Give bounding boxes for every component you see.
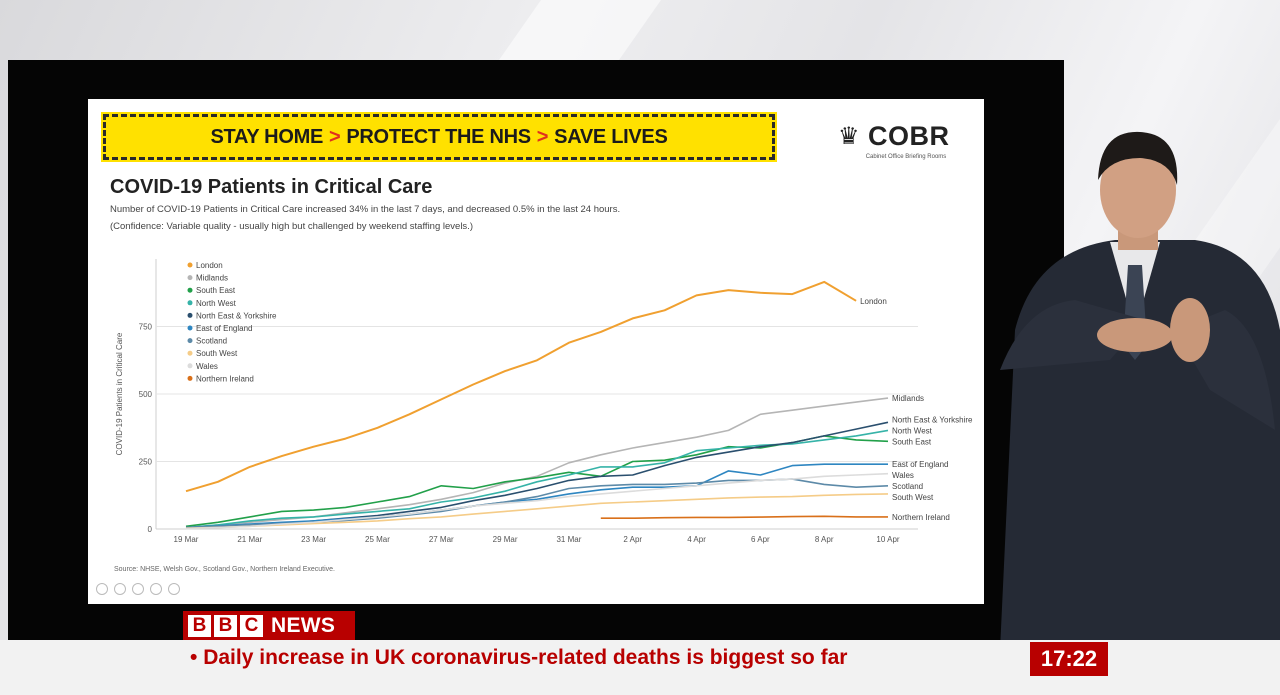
- legend-marker: [187, 287, 193, 293]
- y-tick-label: 0: [148, 525, 153, 534]
- legend-entry: South West: [196, 349, 238, 358]
- toolbar-icon[interactable]: [114, 583, 126, 595]
- legend-marker: [187, 300, 193, 306]
- legend-marker: [187, 375, 193, 381]
- legend-entry: East of England: [196, 324, 252, 333]
- x-tick-label: 21 Mar: [237, 535, 262, 544]
- royal-crest-icon: ♛: [838, 123, 860, 150]
- bbc-letter: B: [214, 615, 237, 637]
- series-end-label: Scotland: [892, 482, 923, 491]
- legend-entry: Midlands: [196, 274, 228, 283]
- x-tick-label: 6 Apr: [751, 535, 770, 544]
- chart-subtitle: Number of COVID-19 Patients in Critical …: [110, 204, 621, 215]
- series-end-label: East of England: [892, 460, 948, 469]
- bbc-letter: C: [240, 615, 263, 637]
- series-end-label: Wales: [892, 471, 914, 480]
- series-line-wales: [185, 472, 889, 530]
- x-tick-label: 4 Apr: [687, 535, 706, 544]
- legend-entry: Northern Ireland: [196, 374, 254, 383]
- chart-source: Source: NHSE, Welsh Gov., Scotland Gov.,…: [114, 566, 335, 573]
- banner-separator: >: [328, 125, 341, 148]
- broadcast-clock: 17:22: [1030, 642, 1108, 676]
- x-tick-label: 27 Mar: [429, 535, 454, 544]
- toolbar-icon[interactable]: [150, 583, 162, 595]
- series-end-label: London: [860, 297, 887, 306]
- chart-confidence-note: (Confidence: Variable quality - usually …: [110, 221, 473, 232]
- studio-light-streak: [498, 0, 662, 60]
- bbc-letter: B: [188, 615, 211, 637]
- bbc-news-logo: B B C NEWS: [183, 611, 355, 641]
- stay-home-banner: STAY HOME > PROTECT THE NHS > SAVE LIVES: [101, 112, 777, 162]
- x-tick-label: 29 Mar: [493, 535, 518, 544]
- x-tick-label: 25 Mar: [365, 535, 390, 544]
- slide-toolbar: [96, 583, 180, 595]
- banner-text-protect-nhs: PROTECT THE NHS: [346, 125, 531, 148]
- series-end-label: Midlands: [892, 394, 924, 403]
- briefing-slide: STAY HOME > PROTECT THE NHS > SAVE LIVES…: [88, 99, 984, 604]
- chart-title: COVID-19 Patients in Critical Care: [110, 176, 433, 198]
- series-line-london: [185, 280, 857, 493]
- x-tick-label: 2 Apr: [623, 535, 642, 544]
- legend-marker: [187, 275, 193, 281]
- banner-separator: >: [536, 125, 549, 148]
- ticker-headline: • Daily increase in UK coronavirus-relat…: [190, 646, 847, 670]
- legend-entry: North West: [196, 299, 237, 308]
- legend-entry: London: [196, 261, 223, 270]
- series-end-label: South West: [892, 493, 934, 502]
- series-line-south-west: [185, 493, 889, 529]
- legend-entry: Scotland: [196, 337, 227, 346]
- ticker-headline-text: Daily increase in UK coronavirus-related…: [203, 646, 848, 669]
- legend-marker: [187, 338, 193, 344]
- cobr-name: COBR: [868, 121, 950, 151]
- toolbar-icon[interactable]: [132, 583, 144, 595]
- y-tick-label: 500: [139, 390, 153, 399]
- toolbar-icon[interactable]: [96, 583, 108, 595]
- x-tick-label: 23 Mar: [301, 535, 326, 544]
- series-end-label: North East & Yorkshire: [892, 415, 973, 424]
- legend-marker: [187, 350, 193, 356]
- series-line-scotland: [185, 478, 889, 529]
- banner-text-stay-home: STAY HOME: [210, 125, 323, 148]
- news-word: NEWS: [271, 614, 336, 637]
- y-tick-label: 750: [139, 323, 153, 332]
- legend-marker: [187, 262, 193, 268]
- legend-entry: Wales: [196, 362, 218, 371]
- legend-entry: South East: [196, 286, 236, 295]
- x-tick-label: 8 Apr: [815, 535, 834, 544]
- legend-entry: North East & Yorkshire: [196, 311, 277, 320]
- x-tick-label: 10 Apr: [876, 535, 899, 544]
- legend-marker: [187, 312, 193, 318]
- series-line-northern-ireland: [600, 515, 888, 519]
- x-tick-label: 31 Mar: [556, 535, 581, 544]
- series-end-label: North West: [892, 426, 933, 435]
- series-line-east-of-england: [185, 463, 888, 529]
- critical-care-line-chart: 0 250 500 750 19 Mar 21 Mar 23 Mar 25 Mar 27 Mar…: [115, 259, 973, 544]
- series-line-south-east: [185, 435, 889, 528]
- toolbar-icon[interactable]: [168, 583, 180, 595]
- y-tick-label: 250: [139, 458, 153, 467]
- x-tick-label: 19 Mar: [174, 535, 199, 544]
- banner-text-save-lives: SAVE LIVES: [554, 125, 668, 148]
- series-end-label: South East: [892, 437, 932, 446]
- legend-marker: [187, 363, 193, 369]
- legend-marker: [187, 325, 193, 331]
- cobr-subtitle: Cabinet Office Briefing Rooms: [865, 154, 947, 160]
- y-axis-label: COVID-19 Patients in Critical Care: [115, 332, 124, 455]
- sign-language-interpreter: [1000, 131, 1280, 650]
- cobr-logo: ♛ COBR Cabinet Office Briefing Rooms: [838, 121, 968, 165]
- bullet-icon: •: [190, 646, 198, 669]
- series-end-label: Northern Ireland: [892, 513, 950, 522]
